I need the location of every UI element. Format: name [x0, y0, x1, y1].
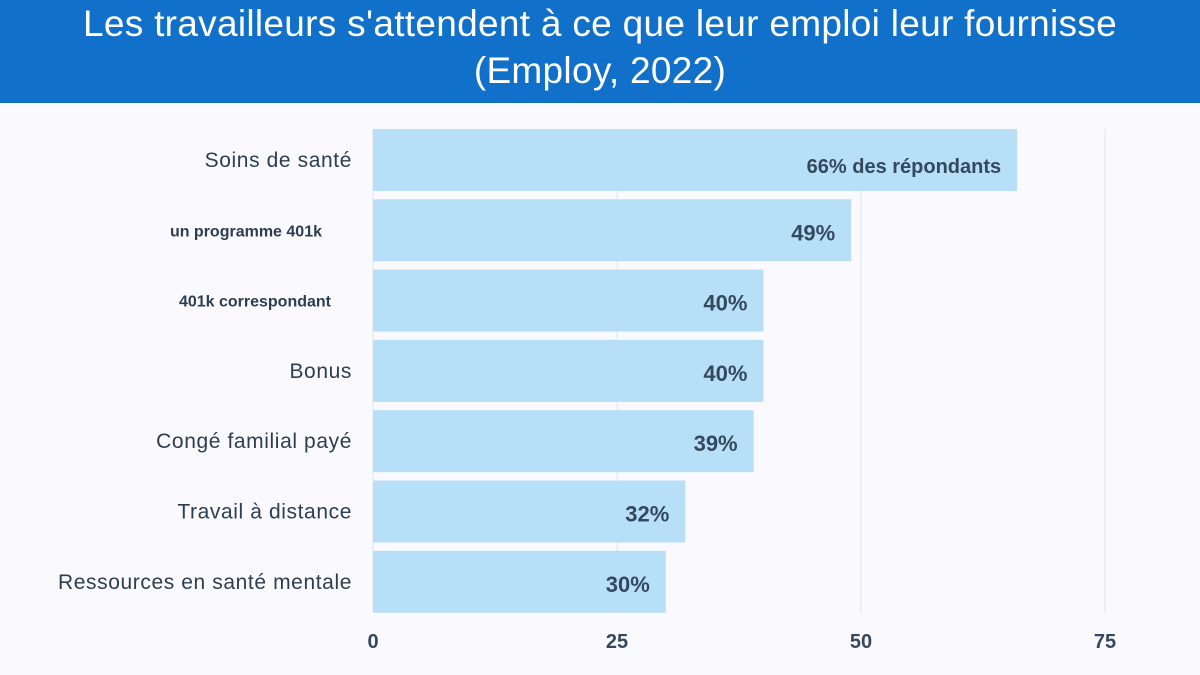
- x-tick-label: 75: [1094, 631, 1116, 653]
- data-label: 49%: [791, 220, 835, 245]
- data-label: 32%: [625, 502, 669, 527]
- x-tick-label: 0: [367, 631, 378, 653]
- category-label: 401k correspondant: [179, 294, 332, 311]
- data-label: 40%: [703, 291, 747, 316]
- category-label: Congé familial payé: [156, 430, 352, 453]
- data-label: 66% des répondants: [807, 156, 1002, 178]
- bar: [373, 339, 764, 402]
- data-label: 39%: [694, 431, 738, 456]
- category-label: Soins de santé: [205, 149, 352, 172]
- bar: [373, 199, 852, 262]
- chart-title-text: Les travailleurs s'attendent à ce que le…: [82, 3, 1118, 91]
- category-label: Bonus: [289, 360, 352, 383]
- category-label: un programme 401k: [170, 223, 322, 240]
- category-label: Travail à distance: [177, 501, 352, 524]
- data-label: 40%: [703, 361, 747, 386]
- x-tick-label: 25: [606, 631, 628, 653]
- category-label: Ressources en santé mentale: [58, 571, 352, 594]
- bar: [373, 269, 764, 332]
- bar: [373, 129, 1018, 191]
- bar: [373, 480, 686, 543]
- bar: [373, 410, 754, 473]
- bar: [373, 550, 666, 613]
- chart-title: Les travailleurs s'attendent à ce que le…: [0, 0, 1200, 103]
- data-label: 30%: [606, 572, 650, 597]
- x-tick-label: 50: [850, 631, 872, 653]
